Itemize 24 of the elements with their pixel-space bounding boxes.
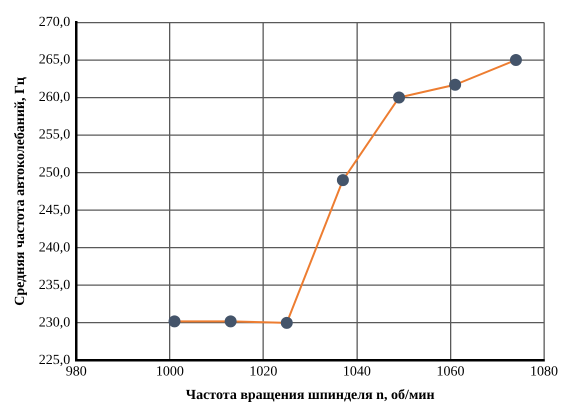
x-tick-label: 1020 (249, 364, 278, 380)
point (168, 315, 181, 328)
point (393, 92, 406, 104)
y-tick-label: 230,0 (38, 316, 70, 331)
x-tick-label: 980 (66, 364, 87, 380)
x-axis-title: Частота вращения шпинделя n, об/мин (186, 388, 435, 404)
y-tick-label: 255,0 (38, 128, 70, 143)
y-tick-label: 240,0 (38, 240, 70, 256)
y-tick-label: 270,0 (38, 15, 70, 30)
point (510, 54, 522, 66)
point (280, 316, 293, 329)
y-axis-title: Средняя частота автоколебаний, Гц (13, 77, 28, 306)
point (449, 78, 462, 91)
x-tick-label: 1080 (530, 364, 558, 380)
x-tick-label: 1040 (342, 364, 371, 380)
point (224, 315, 237, 328)
y-tick-label: 265,0 (38, 52, 70, 68)
point (336, 174, 349, 186)
x-tick-label: 1060 (436, 364, 464, 380)
y-tick-label: 260,0 (38, 90, 70, 106)
y-tick-label: 245,0 (38, 202, 70, 218)
y-tick-label: 250,0 (38, 165, 70, 180)
x-tick-label: 1000 (156, 364, 184, 380)
y-tick-label: 235,0 (38, 278, 70, 293)
